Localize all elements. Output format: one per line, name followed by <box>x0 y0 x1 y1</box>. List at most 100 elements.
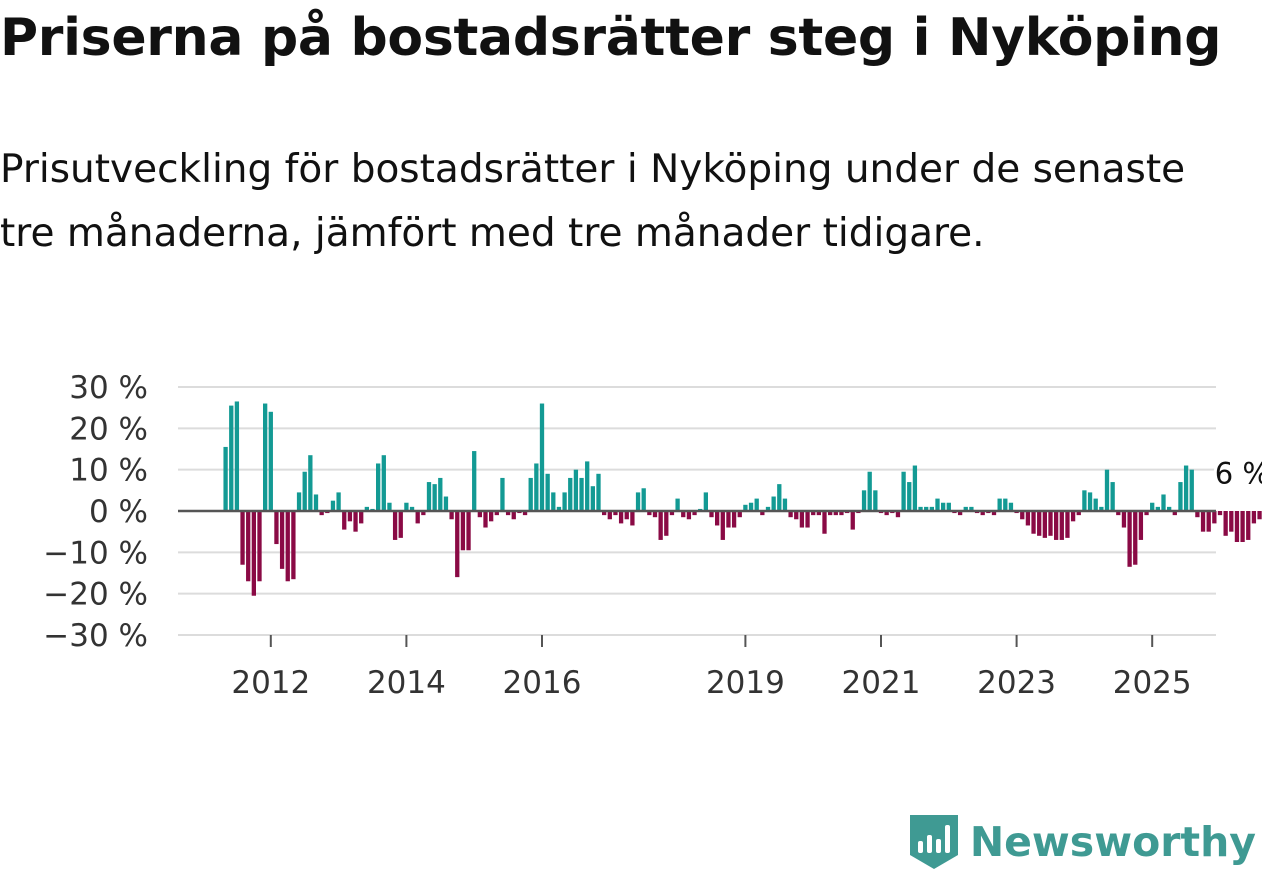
bar <box>404 502 409 511</box>
bar <box>839 511 844 516</box>
bar <box>726 511 731 528</box>
bar <box>1161 494 1166 511</box>
bar <box>1167 506 1172 511</box>
bar <box>1217 511 1223 516</box>
bar <box>1172 511 1177 516</box>
x-axis: 2012 2014 2016 2019 2021 2023 2025 <box>231 635 1192 701</box>
y-tick-label: −30 % <box>43 618 148 654</box>
bar <box>376 463 381 511</box>
bar <box>1200 511 1206 532</box>
bar <box>754 498 759 511</box>
bar <box>777 484 782 511</box>
bar <box>1155 506 1160 511</box>
bar <box>635 492 641 511</box>
bar <box>1251 511 1257 524</box>
bar <box>816 511 821 516</box>
chart-title: Priserna på bostadsrätter steg i Nyköpin… <box>0 8 1222 68</box>
bar <box>1110 482 1115 511</box>
bar <box>387 502 392 511</box>
bar <box>511 511 516 520</box>
bar <box>918 506 923 511</box>
bar <box>630 511 635 526</box>
bar <box>1003 498 1008 511</box>
bar <box>1212 511 1217 524</box>
bar <box>652 511 658 518</box>
bar <box>556 506 562 511</box>
bar <box>1178 482 1183 511</box>
bar <box>743 504 748 511</box>
bar <box>1037 511 1042 536</box>
bar <box>963 506 968 511</box>
bar <box>596 473 601 511</box>
bar <box>1031 511 1036 534</box>
bar <box>551 492 556 511</box>
bar <box>867 471 872 511</box>
bar <box>788 511 793 518</box>
bar <box>477 511 482 518</box>
bar <box>884 511 889 516</box>
bar <box>669 511 675 516</box>
x-tick-label: 2023 <box>977 665 1056 701</box>
bar <box>1093 498 1098 511</box>
latest-value-annotation: 6 % <box>1215 456 1262 490</box>
bar <box>613 511 618 516</box>
bar <box>1065 511 1070 538</box>
bar <box>641 488 646 511</box>
bar <box>929 506 934 511</box>
bar <box>426 482 432 511</box>
bar <box>794 511 799 520</box>
y-tick-label: 10 % <box>69 453 148 489</box>
bar <box>969 506 974 511</box>
bar <box>941 502 946 511</box>
bar <box>1121 511 1127 528</box>
bar <box>822 511 827 534</box>
bar <box>1223 511 1228 536</box>
bar <box>1087 492 1093 511</box>
bar <box>1246 511 1251 540</box>
bar <box>924 506 929 511</box>
bar <box>647 511 652 516</box>
bar <box>1234 511 1240 542</box>
bar <box>1189 469 1194 511</box>
bar <box>240 511 245 565</box>
bar <box>1020 511 1025 520</box>
bar <box>579 477 584 511</box>
bar <box>319 511 324 516</box>
bar <box>1070 511 1076 522</box>
bar <box>274 511 279 545</box>
bar <box>409 506 415 511</box>
bar <box>607 511 612 520</box>
bar <box>522 511 528 516</box>
bar <box>534 463 539 511</box>
bar <box>686 511 692 520</box>
bar <box>991 511 997 516</box>
bar <box>805 511 810 528</box>
bar <box>1229 511 1234 532</box>
bar-chart: 30 %20 %10 %0 %−10 %−20 %−30 % 2012 2014 2… <box>43 370 1262 701</box>
bar <box>658 511 663 540</box>
x-tick-label: 2014 <box>367 665 446 701</box>
bar <box>528 477 533 511</box>
bar <box>585 461 590 511</box>
bar <box>737 511 742 518</box>
bar <box>347 511 353 522</box>
y-tick-label: −10 % <box>43 535 148 571</box>
bar <box>353 511 358 532</box>
bar <box>296 492 302 511</box>
bar <box>1240 511 1245 542</box>
bar <box>1127 511 1132 567</box>
bar <box>308 455 313 511</box>
newsworthy-logo-icon <box>909 815 958 869</box>
bar <box>460 511 466 551</box>
bar <box>624 511 629 520</box>
bar <box>1048 511 1053 536</box>
bar <box>861 490 867 511</box>
bar <box>1076 511 1081 516</box>
bar <box>1054 511 1059 540</box>
bar <box>313 494 319 511</box>
bar <box>850 511 855 530</box>
bar <box>618 511 624 524</box>
y-axis-labels: 30 % 20 % 10 % 0 % −10 % −20 % −30 % <box>43 370 148 654</box>
bar <box>912 465 918 511</box>
bar <box>330 500 336 511</box>
